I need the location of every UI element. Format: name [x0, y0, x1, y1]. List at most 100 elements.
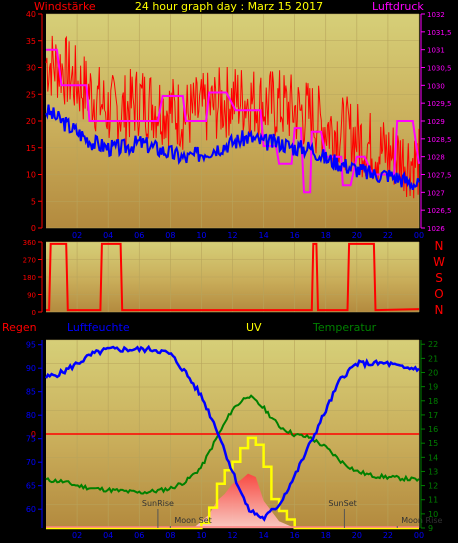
temperature-line — [45, 394, 420, 495]
right-tick-label: 1030,5 — [427, 65, 452, 73]
temperature-tick-label: 13 — [428, 467, 438, 476]
left-axis-title-windstaerke: Windstärke — [34, 0, 96, 13]
x-tick-label: 16 — [290, 531, 300, 540]
temperature-tick-label: 10 — [428, 510, 438, 519]
direction-lines — [46, 242, 420, 312]
humidity-line — [44, 344, 420, 522]
temperature-tick-label: 12 — [428, 482, 438, 491]
climate-annotations: SunRise SunSet Moon Set Moon Rise — [142, 499, 442, 528]
uv-line — [46, 436, 419, 530]
direction-tick-label: 180 — [23, 274, 36, 282]
temperature-tick-label: 9 — [428, 524, 433, 533]
gust-line — [45, 35, 420, 199]
humidity-tick-label: 85 — [26, 388, 36, 397]
humidity-tick-label: 90 — [26, 364, 36, 373]
right-tick-label: 1029,5 — [427, 100, 452, 108]
x-tick-label: 04 — [103, 531, 113, 540]
right-axis-title-luftdruck: Luftdruck — [372, 0, 424, 13]
legend-uv: UV — [246, 321, 262, 334]
temperature-tick-label: 17 — [428, 411, 438, 420]
right-tick-label: 1031,5 — [427, 29, 452, 37]
right-tick-label: 1032 — [427, 11, 445, 19]
climate-lines — [44, 344, 420, 522]
temperature-tick-label: 20 — [428, 369, 438, 378]
x-tick-label: 12 — [227, 231, 237, 240]
direction-left-ticks: 0 90 180 270 360 — [23, 239, 42, 317]
left-tick-label: 5 — [31, 197, 36, 206]
legend-regen: Regen — [2, 321, 37, 334]
climate-uv-solar — [46, 433, 419, 530]
temperature-tick-label: 19 — [428, 383, 438, 392]
temperature-right-ticks: 9 10 11 12 13 14 15 16 17 18 19 20 21 22 — [421, 340, 438, 533]
right-tick-label: 1026,5 — [427, 207, 452, 215]
pressure-line — [46, 48, 420, 194]
humidity-tick-label: 65 — [26, 482, 36, 491]
x-tick-label: 20 — [352, 231, 362, 240]
legend-luftfeuchte: Luftfeuchte — [67, 321, 130, 334]
x-tick-label: 08 — [165, 231, 175, 240]
left-tick-label: 15 — [26, 144, 36, 153]
right-tick-label: 1029 — [427, 118, 445, 126]
legend-temperatur: Temperatur — [312, 321, 377, 334]
annotation-label: Moon Rise — [401, 516, 442, 525]
left-tick-label: 25 — [26, 90, 36, 99]
left-tick-label: 0 — [31, 224, 36, 233]
temperature-tick-label: 16 — [428, 425, 438, 434]
left-tick-label: 30 — [26, 64, 36, 73]
humidity-tick-label: 70 — [26, 458, 36, 467]
annotation-label: SunRise — [142, 499, 174, 508]
temperature-tick-label: 14 — [428, 453, 438, 462]
right-tick-label: 1031 — [427, 47, 445, 55]
right-tick-label: 1027 — [427, 189, 445, 197]
x-tick-label: 14 — [258, 231, 268, 240]
x-tick-label: 12 — [227, 531, 237, 540]
temperature-tick-label: 18 — [428, 397, 438, 406]
x-tick-label: 20 — [352, 531, 362, 540]
humidity-left-ticks: 0 60 65 70 75 80 85 90 95 — [26, 341, 42, 514]
direction-tick-label: 270 — [23, 257, 36, 265]
temperature-tick-label: 11 — [428, 496, 438, 505]
annotation-label: Moon Set — [174, 516, 211, 525]
humidity-tick-label: 60 — [26, 505, 36, 514]
direction-tick-label: 90 — [27, 292, 36, 300]
temperature-tick-label: 15 — [428, 439, 438, 448]
compass-label: N — [435, 239, 444, 253]
left-tick-label: 35 — [26, 37, 36, 46]
wind-x-ticks: 02 04 06 08 10 12 14 16 18 20 22 00 — [72, 231, 424, 240]
rain-zero-label: 0 — [31, 430, 36, 439]
x-tick-label: 18 — [321, 231, 331, 240]
wind-lines — [45, 35, 420, 199]
temperature-tick-label: 21 — [428, 354, 438, 363]
direction-grid — [46, 241, 420, 313]
direction-tick-label: 360 — [23, 239, 36, 247]
temperature-tick-label: 22 — [428, 340, 438, 349]
x-tick-label: 04 — [103, 231, 113, 240]
direction-line — [46, 242, 420, 312]
compass-label: W — [433, 255, 445, 269]
x-tick-label: 00 — [414, 531, 424, 540]
solar-area — [46, 473, 419, 528]
direction-tick-label: 0 — [32, 309, 36, 317]
wind-line — [45, 104, 420, 191]
x-tick-label: 14 — [258, 531, 268, 540]
right-tick-label: 1028,5 — [427, 136, 452, 144]
x-tick-label: 22 — [383, 531, 393, 540]
x-tick-label: 08 — [165, 531, 175, 540]
wind-left-ticks: 0 5 10 15 20 25 30 35 40 — [26, 10, 42, 233]
compass-label: O — [434, 287, 443, 301]
right-tick-label: 1027,5 — [427, 172, 452, 180]
x-tick-label: 10 — [196, 531, 206, 540]
left-tick-label: 10 — [26, 171, 36, 180]
left-tick-label: 20 — [26, 117, 36, 126]
humidity-tick-label: 95 — [26, 341, 36, 350]
left-tick-label: 40 — [26, 10, 36, 19]
x-tick-label: 06 — [134, 531, 144, 540]
compass-label: S — [435, 271, 443, 285]
pressure-right-ticks: 1026 1026,5 1027 1027,5 1028 1028,5 1029 1029,5… — [421, 11, 452, 233]
annotation-label: SunSet — [328, 499, 356, 508]
right-tick-label: 1030 — [427, 82, 445, 90]
title-main: 24 hour graph day : Marz 15 2017 — [135, 0, 323, 13]
climate-x-ticks: 02 04 06 08 10 12 14 16 18 20 22 00 — [72, 531, 424, 540]
